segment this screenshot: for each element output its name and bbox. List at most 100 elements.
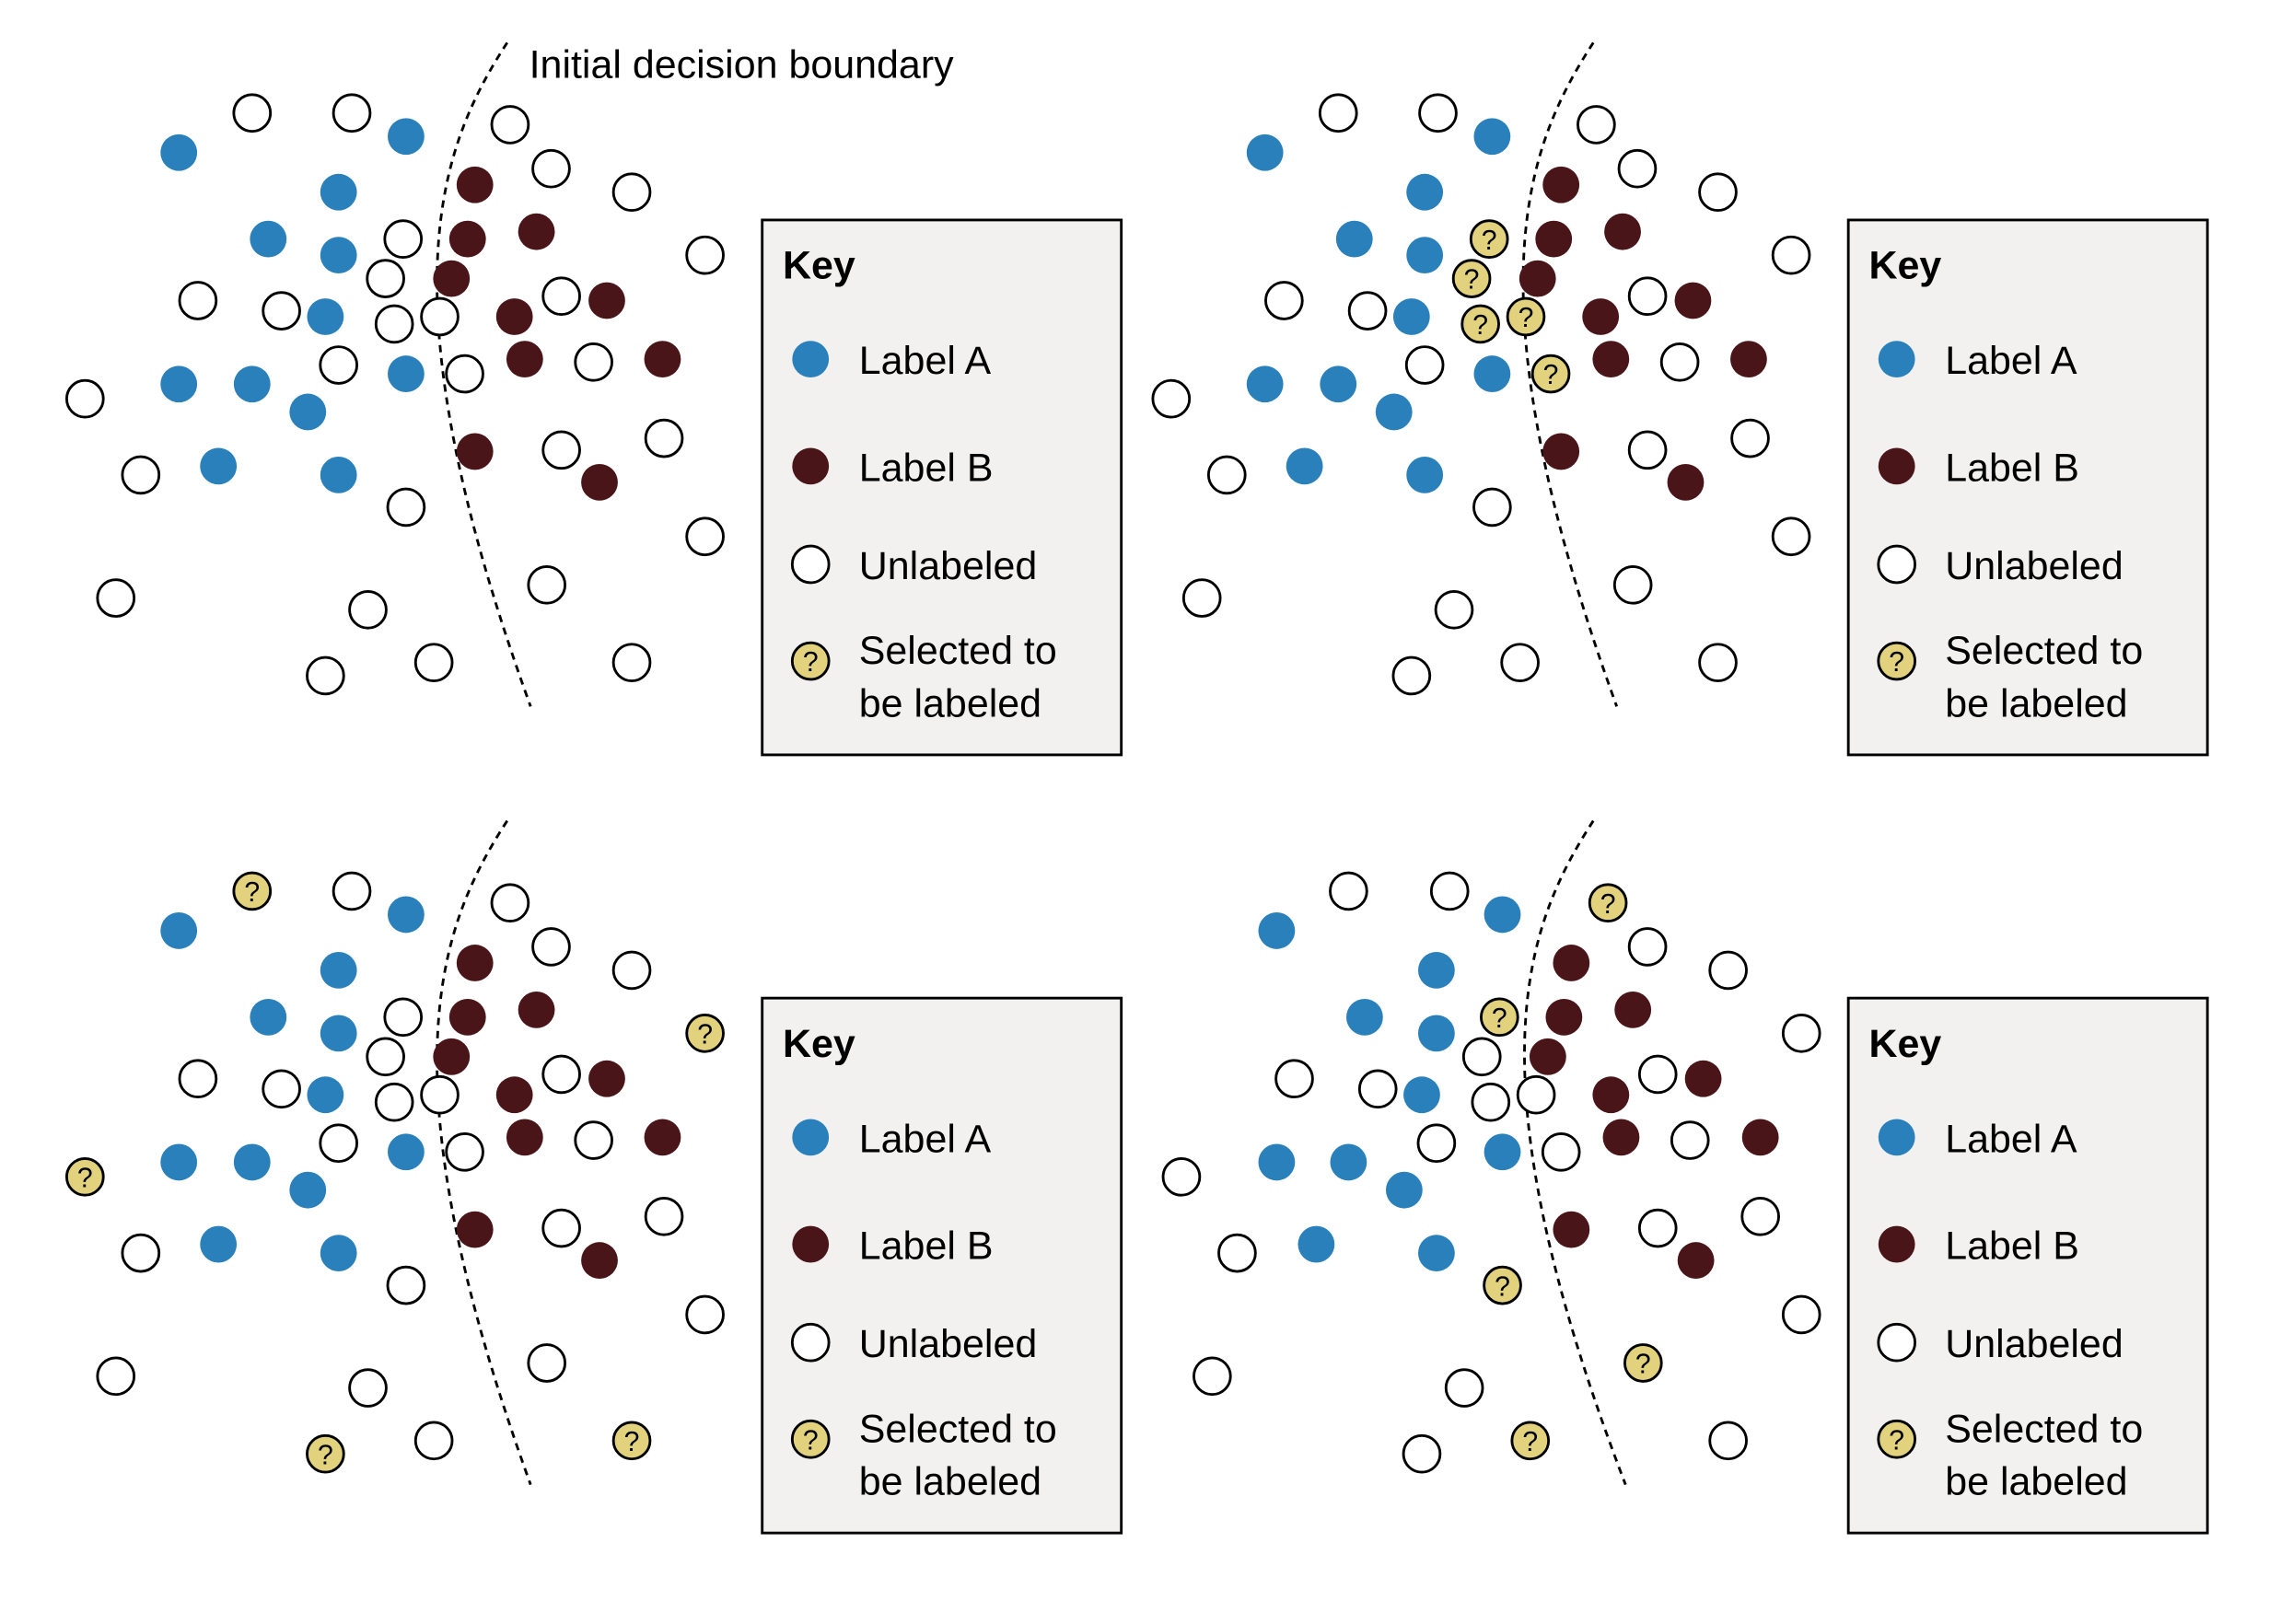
label-b-point [644,341,681,378]
scatter-panel-1: Key Label A Label B Unlabeled? Selected to be… [64,41,1123,757]
label-b-point [495,1076,533,1114]
unlabeled-point [319,345,359,385]
unlabeled-point [1347,291,1388,331]
selected-point: ? [1483,1265,1522,1305]
unlabeled-point [1627,927,1668,967]
label-a-point [289,1171,327,1209]
selected-point: ? [306,1433,345,1474]
label-a-point [388,355,425,392]
key-selected-text-line1: Selected to [1945,1407,2143,1451]
unlabeled-point [1161,1157,1202,1197]
label-a-point [320,457,357,493]
label-a-point [250,998,287,1036]
unlabeled-point [1541,1131,1581,1172]
label-a-point [388,118,425,156]
selected-question-mark: ? [77,1163,93,1193]
unlabeled-point [374,304,414,344]
label-a-point [160,365,198,403]
unlabeled-point [1461,1037,1502,1077]
unlabeled-point [121,1233,161,1273]
initial-decision-boundary-label: Initial decision boundary [529,43,955,87]
unlabeled-point [1708,1421,1748,1461]
label-b-point [1582,298,1620,335]
unlabeled-point [445,354,484,394]
key-legend: Key Label A Label B Unlabeled? Selected to be… [761,996,1123,1535]
key-legend: Key Label A Label B Unlabeled? Selected to be… [1846,218,2209,757]
selected-question-mark: ? [318,1440,333,1470]
label-a-point [1392,298,1430,335]
unlabeled-point [1516,1074,1556,1115]
unlabeled-point [644,418,684,458]
label-a-point [1473,118,1511,156]
key-selected-text-line2: be labeled [1945,1460,2127,1504]
unlabeled-point [1627,430,1668,470]
unlabeled-point [96,578,136,618]
label-b-point [456,433,494,470]
key-unlabeled-swatch [790,544,831,585]
label-b-point [1730,341,1767,378]
selected-question-mark: ? [697,1019,713,1050]
label-a-point [1418,1235,1455,1272]
key-unlabeled-text: Unlabeled [1945,544,2124,588]
label-a-point [233,365,271,403]
label-a-point [1375,393,1413,431]
unlabeled-point [1416,1123,1457,1164]
unlabeled-point [1617,148,1658,189]
key-legend: Key Label A Label B Unlabeled? Selected to be… [1846,996,2209,1535]
key-unlabeled-swatch [1877,544,1917,585]
label-a-point [1297,1225,1335,1263]
unlabeled-point [96,1356,136,1397]
key-label-a-text: Label A [859,1117,992,1161]
unlabeled-point [611,950,652,991]
unlabeled-point [1781,1294,1821,1335]
unlabeled-point [1612,564,1653,605]
selected-question-mark: ? [1518,303,1534,333]
unlabeled-point [178,281,218,320]
unlabeled-point [262,1069,301,1109]
label-b-point [1741,1119,1779,1156]
key-label-a-swatch [792,341,830,378]
svg-text:?: ? [803,647,819,678]
unlabeled-point [541,1054,581,1095]
unlabeled-point [178,1059,218,1099]
key-selected-text-line1: Selected to [859,629,1057,673]
label-b-point [1529,1038,1566,1075]
unlabeled-point [1771,235,1811,275]
unlabeled-point [1730,418,1770,458]
key-label-a-swatch [1878,341,1915,378]
label-b-point [1614,991,1652,1028]
unlabeled-point [1329,871,1368,911]
label-b-point [518,991,555,1028]
svg-text:?: ? [1889,1425,1904,1456]
label-b-point [1553,945,1590,981]
label-b-point [1592,1076,1630,1114]
unlabeled-point [383,219,424,259]
key-label-a-text: Label A [859,339,992,383]
unlabeled-point [1206,455,1247,495]
unlabeled-point [1670,1120,1710,1160]
unlabeled-point [541,1208,581,1248]
key-selected-swatch: ? [790,641,831,681]
selected-question-mark: ? [1522,1427,1538,1457]
unlabeled-point [64,378,105,419]
selected-question-mark: ? [1464,265,1480,296]
scatter-panel-2: ????? Key Label A Label B Unlabeled? Selected… [1151,41,2209,757]
key-selected-text-line2: be labeled [859,682,1041,726]
label-b-point [1518,260,1556,297]
label-a-point [320,173,357,211]
selected-point: ? [1530,354,1571,394]
label-b-point [1684,1060,1722,1097]
key-title: Key [783,244,855,288]
label-a-point [1473,355,1511,392]
selected-point: ? [1506,296,1546,337]
scatter-panel-4: ????? Key Label A Label B Unlabeled? Selected… [1161,819,2209,1535]
label-a-point [160,912,198,949]
svg-text:?: ? [803,1425,819,1456]
unlabeled-point [1659,342,1700,382]
unlabeled-point [1217,1233,1257,1273]
label-a-point [1418,1015,1455,1052]
label-a-point [1335,220,1373,258]
label-a-point [1346,998,1383,1036]
label-a-point [250,220,287,258]
label-a-point [1418,952,1455,989]
